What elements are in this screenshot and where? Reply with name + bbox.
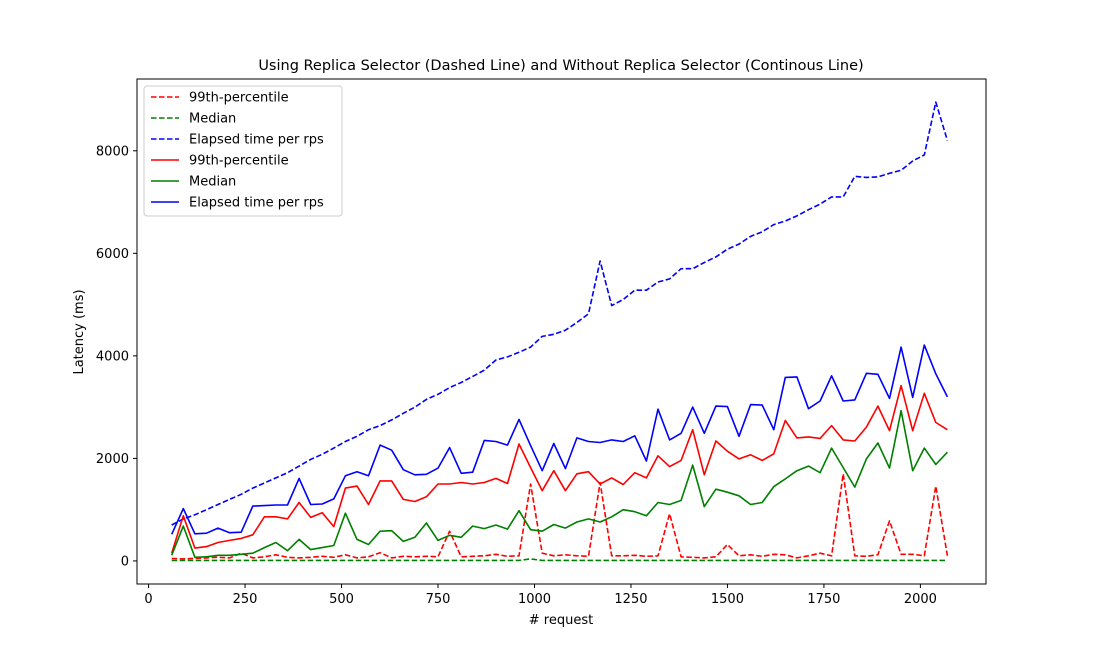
y-tick-label: 0 [121,554,129,569]
y-tick-label: 8000 [96,144,129,159]
series-line-dashed-1 [171,472,949,560]
x-tick-label: 0 [144,592,152,607]
plot-frame [136,78,987,585]
y-tick-label: 6000 [96,247,129,262]
plot-lines [170,101,949,562]
legend-label: 99th-percentile [189,91,289,106]
x-tick-label: 750 [426,592,451,607]
x-tick-label: 250 [233,592,258,607]
y-tick-label: 4000 [96,349,129,364]
series-line-solid-4 [170,384,948,554]
x-axis-label: # request [529,613,593,628]
x-tick-label: 1000 [518,592,551,607]
y-axis-label: Latency (ms) [72,289,87,374]
y-axis: 0 2000 4000 6000 8000 [96,144,137,569]
series-line-dashed-3 [171,101,949,526]
chart-title: Using Replica Selector (Dashed Line) and… [258,58,863,74]
x-tick-label: 1500 [711,592,744,607]
series-line-dashed-2 [171,558,948,562]
legend-label: 99th-percentile [189,154,289,169]
series-line-solid-5 [170,409,948,559]
legend-label: Median [189,175,236,190]
x-axis: 0 250 500 750 1000 1250 1500 1750 2000 [144,584,937,607]
legend-label: Elapsed time per rps [189,196,324,211]
legend-label: Median [189,112,236,127]
series-line-solid-6 [170,344,949,535]
x-tick-label: 2000 [904,592,937,607]
y-tick-label: 2000 [96,452,129,467]
legend: 99th-percentile Median Elapsed time per rp… [143,85,343,217]
legend-box [143,85,343,217]
legend-label: Elapsed time per rps [189,133,324,148]
x-tick-label: 500 [329,592,354,607]
x-tick-label: 1750 [807,592,840,607]
x-tick-label: 1250 [614,592,647,607]
